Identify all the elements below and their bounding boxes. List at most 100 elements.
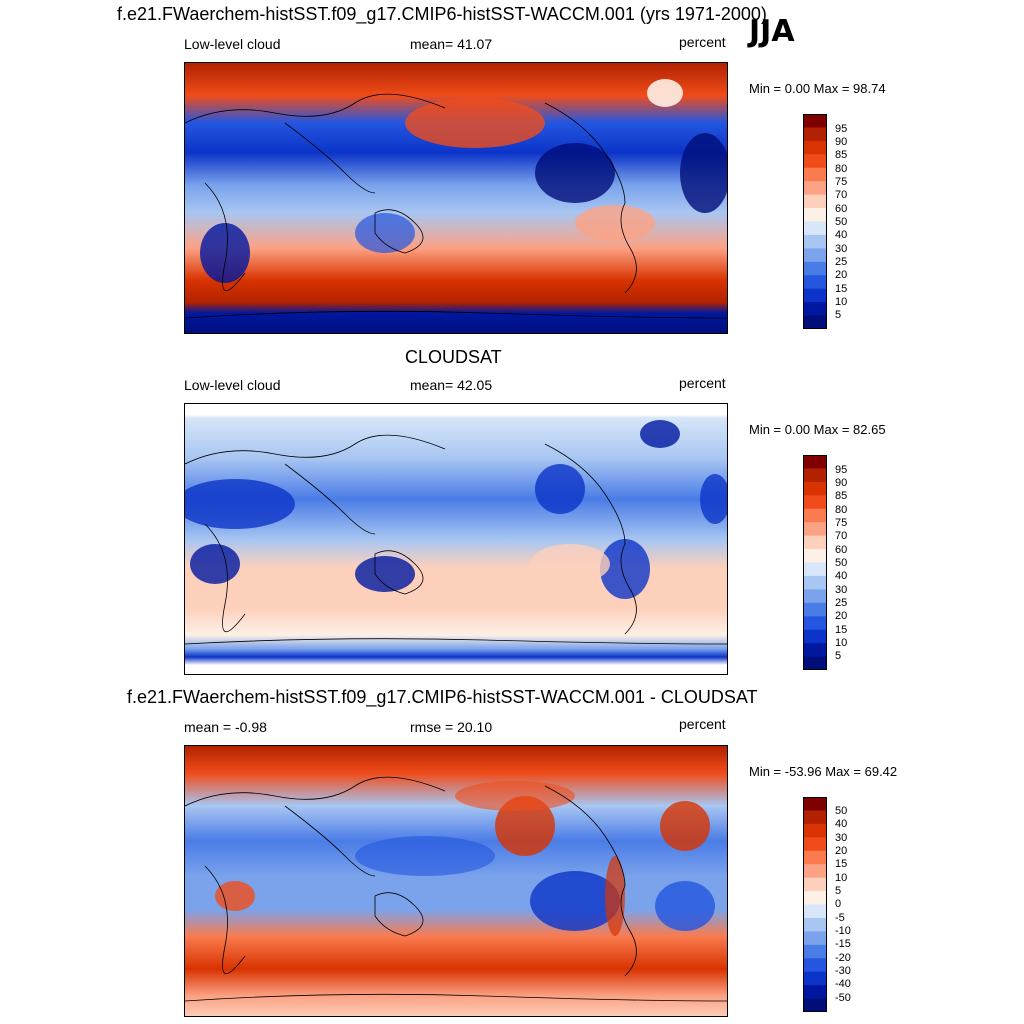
panel1-tick: 40 bbox=[835, 229, 848, 241]
panel3-colorbar-border bbox=[803, 797, 827, 1012]
panel1-tick: 85 bbox=[835, 149, 848, 161]
panel3-colorbar-swatch bbox=[803, 891, 827, 905]
panel2-tick: 50 bbox=[835, 557, 848, 569]
panel2-title: CLOUDSAT bbox=[405, 347, 502, 367]
panel1-colorbar-swatch bbox=[803, 154, 827, 169]
panel3-tick: 15 bbox=[835, 858, 848, 870]
panel3-tick: -30 bbox=[835, 965, 851, 977]
panel3-tick: 40 bbox=[835, 818, 848, 830]
panel1-colorbar-swatch bbox=[803, 275, 827, 290]
panel2-tick: 70 bbox=[835, 530, 848, 542]
panel2-tick: 85 bbox=[835, 490, 848, 502]
panel1-colorbar-swatch bbox=[803, 114, 827, 128]
panel3-colorbar-swatch bbox=[803, 944, 827, 959]
panel3-colorbar-swatch bbox=[803, 904, 827, 919]
panel1-tick: 60 bbox=[835, 203, 848, 215]
panel3-tick: -20 bbox=[835, 952, 851, 964]
panel2-colorbar-swatches bbox=[803, 455, 827, 671]
panel2-tick: 75 bbox=[835, 517, 848, 529]
panel2-colorbar-swatch bbox=[803, 535, 827, 550]
panel1-tick: 90 bbox=[835, 136, 848, 148]
panel2-mean-label: mean= 42.05 bbox=[410, 377, 493, 393]
panel3-colorbar-swatch bbox=[803, 958, 827, 973]
panel3-colorbar-swatch bbox=[803, 917, 827, 932]
panel2-tick: 90 bbox=[835, 477, 848, 489]
panel1-tick: 80 bbox=[835, 163, 848, 175]
panel3-colorbar-swatch bbox=[803, 864, 827, 879]
panel2-tick: 40 bbox=[835, 570, 848, 582]
panel2-tick: 95 bbox=[835, 464, 848, 476]
panel3-colorbar-swatch bbox=[803, 837, 827, 852]
panel3-colorbar-swatch bbox=[803, 877, 827, 892]
panel3-title: f.e21.FWaerchem-histSST.f09_g17.CMIP6-hi… bbox=[127, 687, 758, 707]
panel3-tick: -50 bbox=[835, 992, 851, 1004]
panel2-colorbar-swatch bbox=[803, 481, 827, 496]
panel2-tick: 5 bbox=[835, 650, 842, 662]
panel3-colorbar-swatch bbox=[803, 797, 827, 811]
panel1-left-label: Low-level cloud bbox=[184, 36, 281, 52]
panel3-tick: 0 bbox=[835, 898, 842, 910]
panel1-tick: 15 bbox=[835, 283, 848, 295]
panel2-tick: 10 bbox=[835, 637, 848, 649]
panel1-colorbar-swatch bbox=[803, 127, 827, 142]
panel1-title: f.e21.FWaerchem-histSST.f09_g17.CMIP6-hi… bbox=[117, 4, 767, 24]
panel2-colorbar-swatch bbox=[803, 656, 827, 671]
panel1-units-label: percent bbox=[679, 34, 726, 50]
panel3-tick: -40 bbox=[835, 978, 851, 990]
panel3-colorbar-swatches bbox=[803, 797, 827, 1013]
panel2-colorbar-swatch bbox=[803, 455, 827, 469]
panel1-tick: 25 bbox=[835, 256, 848, 268]
panel3-tick: 10 bbox=[835, 872, 848, 884]
panel3-rmse-label: rmse = 20.10 bbox=[410, 719, 493, 735]
panel3-mean-label: mean = -0.98 bbox=[184, 719, 267, 735]
panel3-map bbox=[184, 745, 728, 1017]
panel1-tick: 20 bbox=[835, 269, 848, 281]
panel3-colorbar-swatch bbox=[803, 998, 827, 1013]
panel3-colorbar-swatch bbox=[803, 850, 827, 865]
panel1-map bbox=[184, 62, 728, 334]
panel1-colorbar-swatch bbox=[803, 288, 827, 303]
panel2-colorbar-swatch bbox=[803, 602, 827, 617]
panel1-colorbar-swatch bbox=[803, 315, 827, 330]
panel1-colorbar-swatch bbox=[803, 302, 827, 317]
panel1-colorbar-swatch bbox=[803, 261, 827, 276]
panel1-colorbar-swatch bbox=[803, 194, 827, 209]
panel2-minmax: Min = 0.00 Max = 82.65 bbox=[749, 422, 886, 437]
panel2-colorbar-swatch bbox=[803, 562, 827, 577]
panel1-colorbar-border bbox=[803, 114, 827, 329]
panel1-tick: 70 bbox=[835, 189, 848, 201]
panel1-tick: 10 bbox=[835, 296, 848, 308]
panel1-colorbar-swatch bbox=[803, 248, 827, 263]
panel2-map bbox=[184, 403, 728, 675]
panel1-tick: 5 bbox=[835, 309, 842, 321]
panel3-tick: 50 bbox=[835, 805, 848, 817]
panel2-colorbar-swatch bbox=[803, 629, 827, 644]
panel3-tick: -15 bbox=[835, 938, 851, 950]
panel3-colorbar bbox=[803, 797, 827, 1017]
panel3-colorbar-swatch bbox=[803, 810, 827, 825]
panel1-colorbar-swatch bbox=[803, 208, 827, 222]
season-label: JJA bbox=[749, 14, 795, 49]
panel3-tick: 5 bbox=[835, 885, 842, 897]
panel2-tick: 20 bbox=[835, 610, 848, 622]
panel1-colorbar-swatch bbox=[803, 140, 827, 155]
panel1-colorbar-swatches bbox=[803, 114, 827, 330]
panel3-tick: 30 bbox=[835, 832, 848, 844]
panel1-tick: 50 bbox=[835, 216, 848, 228]
panel1-mean-label: mean= 41.07 bbox=[410, 36, 493, 52]
panel2-tick: 25 bbox=[835, 597, 848, 609]
panel1-colorbar-swatch bbox=[803, 234, 827, 249]
panel2-colorbar-swatch bbox=[803, 549, 827, 563]
panel2-tick: 80 bbox=[835, 504, 848, 516]
panel3-colorbar-swatch bbox=[803, 931, 827, 946]
panel2-tick: 15 bbox=[835, 624, 848, 636]
panel3-colorbar-swatch bbox=[803, 985, 827, 1000]
panel1-colorbar-swatch bbox=[803, 181, 827, 196]
panel3-tick: -10 bbox=[835, 925, 851, 937]
panel2-left-label: Low-level cloud bbox=[184, 377, 281, 393]
panel1-tick: 75 bbox=[835, 176, 848, 188]
panel2-colorbar-swatch bbox=[803, 589, 827, 604]
panel2-colorbar-swatch bbox=[803, 508, 827, 523]
panel3-tick: -5 bbox=[835, 912, 845, 924]
panel3-colorbar-swatch bbox=[803, 823, 827, 838]
